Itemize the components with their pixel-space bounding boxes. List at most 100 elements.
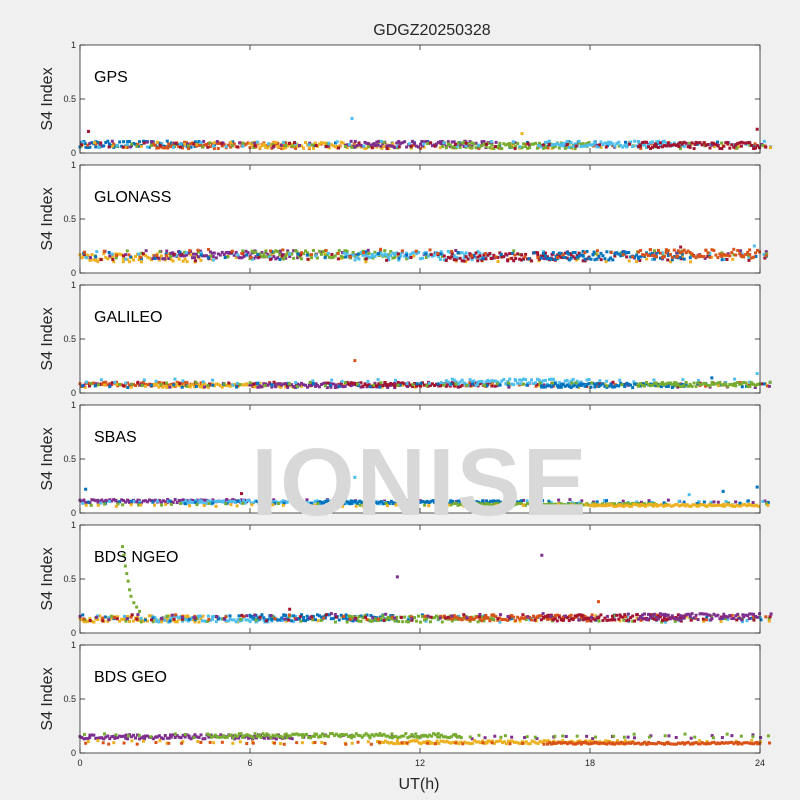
data-point	[193, 620, 197, 624]
data-point	[351, 617, 355, 621]
data-point	[127, 499, 131, 503]
data-point	[549, 742, 553, 746]
data-point	[595, 500, 599, 504]
data-point	[702, 619, 706, 623]
data-point	[747, 256, 751, 260]
data-point	[272, 255, 276, 259]
data-point	[632, 736, 636, 740]
data-point	[292, 619, 296, 623]
data-point	[561, 503, 565, 507]
data-point	[84, 256, 88, 260]
data-point	[565, 379, 569, 383]
data-point	[599, 251, 603, 255]
data-point	[199, 740, 203, 744]
data-point	[156, 499, 160, 503]
data-point	[452, 258, 456, 262]
data-point	[400, 734, 404, 738]
data-point	[285, 500, 289, 504]
data-point	[108, 737, 112, 741]
data-point	[476, 259, 480, 263]
data-point	[716, 500, 720, 504]
data-point	[696, 379, 700, 383]
data-point	[489, 140, 493, 144]
data-point	[451, 740, 455, 744]
data-point	[260, 251, 264, 255]
data-point	[348, 617, 352, 621]
data-point	[438, 384, 442, 388]
data-point	[350, 736, 354, 740]
data-point	[385, 253, 389, 257]
data-point	[306, 385, 310, 389]
data-point	[403, 741, 407, 745]
data-point	[542, 257, 546, 261]
data-point	[692, 147, 696, 151]
data-point	[241, 141, 245, 145]
data-point	[482, 142, 486, 146]
data-point	[160, 616, 164, 620]
data-point	[646, 617, 650, 621]
data-point	[121, 145, 125, 149]
data-point	[623, 250, 627, 254]
data-point	[484, 382, 488, 386]
data-point	[575, 503, 579, 507]
data-point	[719, 253, 723, 257]
data-point	[336, 499, 340, 503]
data-point	[706, 383, 710, 387]
data-point	[502, 740, 506, 744]
data-point	[520, 499, 524, 503]
data-point	[406, 736, 410, 740]
data-point	[581, 614, 585, 618]
data-point	[194, 142, 198, 146]
data-point	[525, 502, 529, 506]
data-point	[204, 502, 208, 506]
data-point	[450, 140, 454, 144]
data-point	[732, 253, 736, 257]
data-point	[335, 140, 339, 144]
data-point	[137, 503, 141, 507]
data-point	[480, 258, 484, 262]
data-point	[423, 503, 427, 507]
data-point	[482, 619, 486, 623]
data-point	[458, 143, 462, 147]
data-point	[327, 613, 331, 617]
data-point	[755, 740, 759, 744]
data-point	[432, 253, 436, 257]
data-point	[683, 741, 687, 745]
data-point	[686, 145, 690, 149]
data-point	[230, 500, 234, 504]
data-point	[331, 144, 335, 148]
data-point	[321, 732, 325, 736]
data-point	[247, 736, 251, 740]
data-point	[489, 256, 493, 260]
data-point	[502, 142, 506, 146]
data-point	[344, 145, 348, 149]
data-point	[108, 383, 112, 387]
data-point	[639, 384, 643, 388]
data-point	[276, 502, 280, 506]
data-point	[419, 620, 423, 624]
data-point	[396, 736, 400, 740]
data-point	[457, 742, 461, 746]
data-point	[454, 382, 458, 386]
data-point	[502, 378, 506, 382]
data-point	[126, 258, 130, 262]
data-point	[657, 740, 661, 744]
data-point	[595, 257, 599, 261]
data-point	[561, 739, 565, 743]
data-point	[83, 142, 87, 146]
data-point	[571, 377, 575, 381]
data-point	[124, 619, 128, 623]
data-point	[207, 735, 211, 739]
data-point	[583, 259, 587, 263]
data-point	[611, 144, 615, 148]
outlier-point	[679, 245, 683, 249]
data-point	[726, 253, 730, 257]
data-point	[449, 503, 453, 507]
data-point	[722, 252, 726, 256]
data-point	[712, 500, 716, 504]
data-point	[689, 260, 693, 264]
data-point	[436, 735, 440, 739]
data-point	[286, 249, 290, 253]
data-point	[693, 735, 697, 739]
data-point	[331, 382, 335, 386]
